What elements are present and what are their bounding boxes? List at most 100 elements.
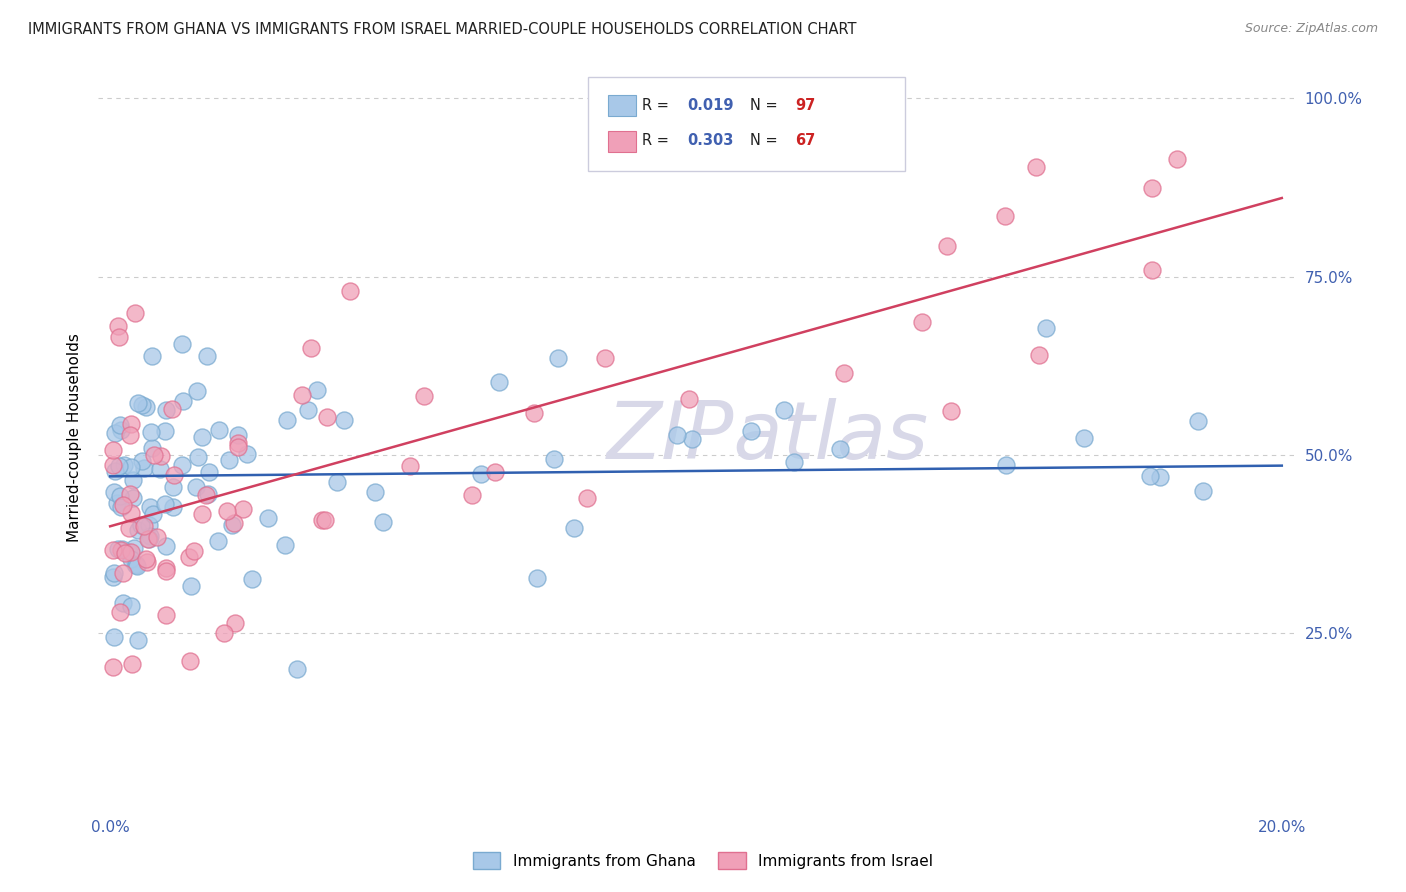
- Point: [103, 630, 125, 644]
- Point: [153, 497, 176, 511]
- Point: [177, 549, 200, 564]
- Point: [141, 349, 163, 363]
- Point: [314, 513, 336, 527]
- Point: [240, 572, 263, 586]
- Point: [172, 394, 194, 409]
- Point: [1142, 262, 1164, 277]
- Point: [678, 392, 700, 406]
- Point: [160, 401, 183, 416]
- Point: [111, 542, 134, 557]
- Point: [208, 423, 231, 437]
- Point: [107, 319, 129, 334]
- Point: [1025, 161, 1047, 175]
- Point: [994, 209, 1017, 223]
- Point: [195, 488, 218, 502]
- Point: [122, 491, 145, 505]
- Point: [121, 552, 143, 566]
- Point: [197, 465, 219, 479]
- Point: [911, 315, 934, 329]
- Point: [118, 486, 141, 500]
- Point: [112, 458, 135, 472]
- Point: [299, 341, 322, 355]
- Point: [828, 442, 851, 456]
- Point: [131, 398, 153, 412]
- Point: [371, 515, 394, 529]
- Point: [110, 542, 132, 557]
- Point: [170, 337, 193, 351]
- Point: [274, 538, 297, 552]
- Point: [120, 459, 142, 474]
- Point: [125, 558, 148, 572]
- Point: [107, 330, 129, 344]
- Point: [105, 496, 128, 510]
- Point: [135, 551, 157, 566]
- Point: [224, 616, 246, 631]
- Point: [162, 500, 184, 515]
- Point: [142, 448, 165, 462]
- Point: [179, 654, 201, 668]
- Point: [149, 462, 172, 476]
- Point: [834, 367, 856, 381]
- Point: [1140, 180, 1163, 194]
- Point: [218, 453, 240, 467]
- Point: [172, 458, 194, 472]
- FancyBboxPatch shape: [607, 95, 637, 116]
- Point: [120, 506, 142, 520]
- Point: [526, 571, 548, 585]
- Point: [484, 465, 506, 479]
- Point: [127, 559, 149, 574]
- Point: [666, 427, 689, 442]
- Point: [124, 557, 146, 571]
- Point: [107, 458, 129, 473]
- Point: [121, 473, 143, 487]
- Point: [195, 349, 218, 363]
- Point: [460, 488, 482, 502]
- Point: [124, 541, 146, 555]
- Point: [107, 542, 129, 557]
- Point: [183, 544, 205, 558]
- Point: [127, 523, 149, 537]
- Point: [141, 425, 163, 439]
- Point: [118, 520, 141, 534]
- Point: [101, 443, 124, 458]
- Point: [111, 498, 134, 512]
- Point: [139, 500, 162, 514]
- Point: [121, 657, 143, 671]
- Point: [226, 441, 249, 455]
- Point: [523, 406, 546, 420]
- Point: [339, 284, 361, 298]
- Point: [297, 403, 319, 417]
- Point: [575, 491, 598, 506]
- Point: [132, 519, 155, 533]
- Point: [305, 383, 328, 397]
- Point: [139, 529, 162, 543]
- Point: [131, 454, 153, 468]
- Text: Source: ZipAtlas.com: Source: ZipAtlas.com: [1244, 22, 1378, 36]
- Point: [104, 464, 127, 478]
- Point: [101, 458, 124, 472]
- Point: [127, 632, 149, 647]
- Text: 0.303: 0.303: [688, 133, 734, 148]
- Point: [191, 430, 214, 444]
- Point: [163, 468, 186, 483]
- Point: [125, 557, 148, 571]
- Point: [120, 545, 142, 559]
- Point: [315, 409, 337, 424]
- Point: [1192, 483, 1215, 498]
- Point: [138, 517, 160, 532]
- Point: [226, 436, 249, 450]
- Point: [221, 518, 243, 533]
- Point: [110, 500, 132, 515]
- Point: [124, 306, 146, 320]
- Text: 0.019: 0.019: [688, 97, 734, 112]
- Point: [129, 517, 152, 532]
- Point: [772, 403, 794, 417]
- Point: [155, 607, 177, 622]
- FancyBboxPatch shape: [589, 78, 905, 171]
- Point: [488, 375, 510, 389]
- Point: [332, 413, 354, 427]
- Point: [1073, 431, 1095, 445]
- Text: R =: R =: [643, 133, 673, 148]
- Point: [110, 423, 132, 437]
- Point: [214, 625, 236, 640]
